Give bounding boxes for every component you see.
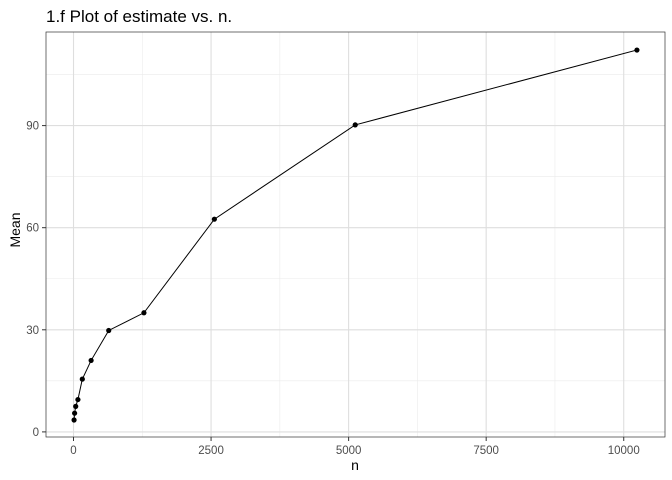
y-tick-label: 0: [33, 427, 39, 439]
x-tick-label: 7500: [473, 445, 499, 457]
data-point: [73, 403, 79, 409]
data-point: [106, 327, 112, 334]
data-point: [141, 310, 147, 316]
y-tick-label: 60: [26, 223, 39, 235]
data-point: [79, 376, 85, 382]
x-axis: 0 2500 5000 7500 10000: [70, 437, 640, 457]
x-tick-label: 5000: [336, 445, 362, 457]
y-tick-label: 90: [26, 121, 39, 133]
y-axis-label: Mean: [7, 212, 23, 247]
series-line: [73, 49, 638, 421]
series: [71, 47, 640, 423]
x-tick-label: 10000: [608, 445, 640, 457]
y-tick-label: 30: [26, 325, 39, 337]
x-tick-label: 0: [70, 445, 76, 457]
x-tick-label: 2500: [198, 445, 224, 457]
data-point: [75, 396, 81, 403]
data-point: [72, 410, 78, 416]
data-point: [71, 417, 77, 423]
data-point: [211, 216, 217, 222]
data-point: [634, 47, 640, 53]
x-axis-label: n: [351, 457, 359, 473]
grid: [46, 32, 665, 437]
data-point: [88, 357, 94, 364]
chart-title: 1.f Plot of estimate vs. n.: [46, 7, 232, 26]
plot-panel-border: [45, 31, 666, 438]
y-axis: 0 30 60 90: [26, 121, 46, 439]
data-point: [352, 122, 358, 128]
